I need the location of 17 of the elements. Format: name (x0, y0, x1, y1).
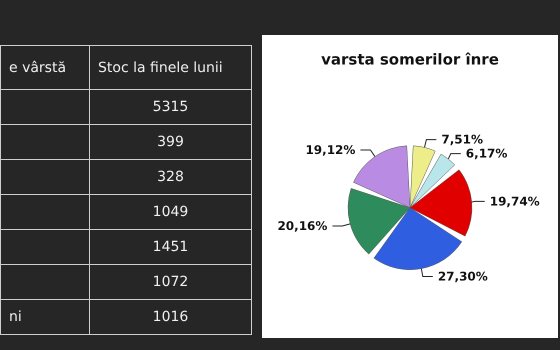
data-label: 20,16% (277, 218, 328, 233)
category-label: ni (0, 300, 90, 334)
data-label: 1016 (90, 300, 252, 334)
data-label: 5315 (90, 90, 252, 124)
data-label: 19,12% (305, 142, 356, 157)
data-label: 19,74% (490, 194, 540, 208)
data-label: 1049 (90, 194, 252, 230)
chart-title: varsta somerilor înre (321, 50, 499, 68)
data-label: 27,30% (438, 270, 488, 284)
data-label: 1072 (90, 264, 252, 300)
data-label: 7,51% (441, 132, 484, 147)
data-label: 6,17% (466, 146, 508, 161)
data-label: 399 (90, 124, 252, 160)
data-label: 328 (90, 160, 252, 194)
text: e vârstă (0, 46, 90, 90)
data-label: 1451 (90, 230, 252, 264)
text: Stoc la finele lunii (90, 46, 252, 90)
